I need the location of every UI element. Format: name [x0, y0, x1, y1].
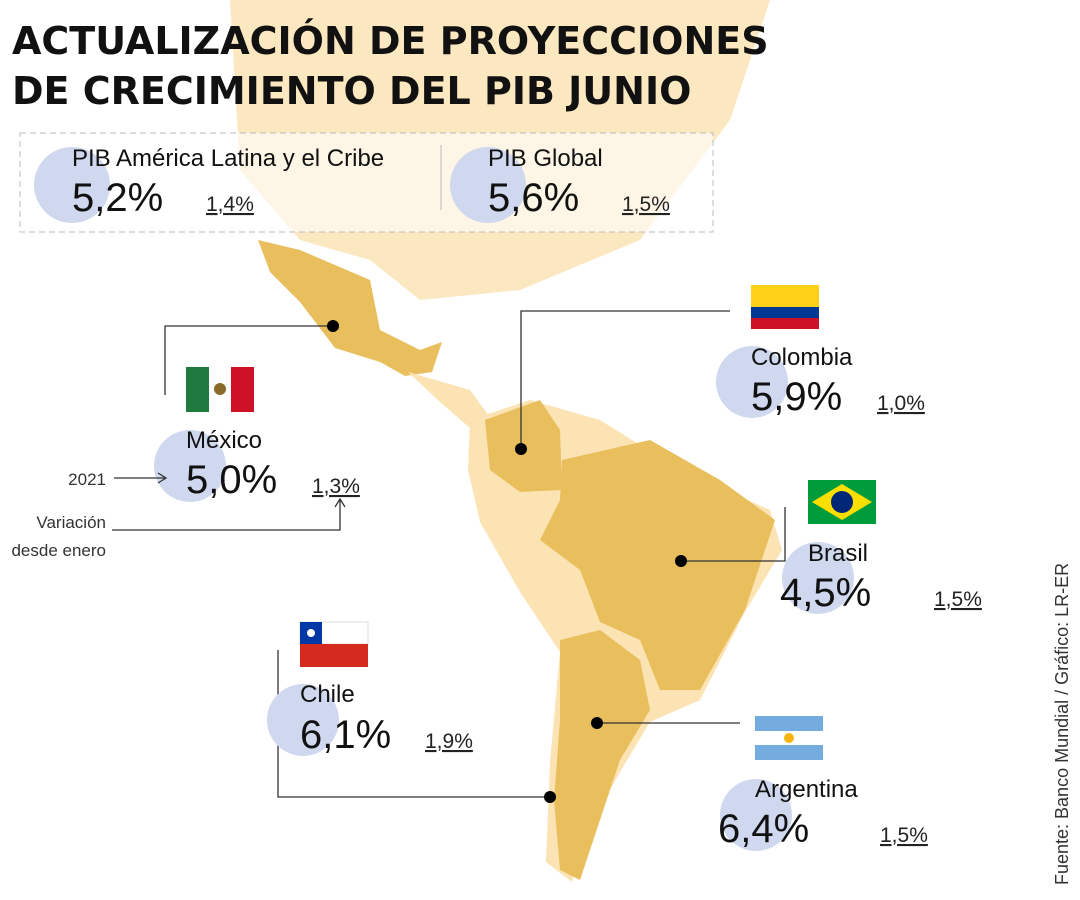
bubble: [34, 147, 110, 223]
bubble: [450, 147, 526, 223]
country-variation: 1,9%: [425, 730, 473, 753]
bubble: [720, 779, 792, 851]
flag: [300, 644, 368, 667]
legend-arrow: [112, 497, 346, 531]
bubble: [716, 346, 788, 418]
country-value: 6,4%: [718, 807, 809, 851]
location-dot: [544, 791, 556, 803]
flag: [784, 733, 794, 743]
flag: [231, 367, 254, 412]
country-variation: 1,5%: [880, 824, 928, 847]
summary-variation: 1,4%: [206, 193, 254, 216]
flag: [751, 307, 819, 318]
country-name: Chile: [300, 681, 355, 708]
flag: [831, 491, 853, 513]
summary-value: 5,6%: [488, 176, 579, 220]
flag: [755, 716, 823, 731]
legend-arrow: [114, 472, 168, 484]
country-name: Brasil: [808, 540, 868, 567]
country-name: Argentina: [755, 776, 858, 803]
location-dot: [515, 443, 527, 455]
flag: [214, 383, 226, 395]
legend-variation: Variación: [36, 513, 106, 532]
leader-line: [520, 310, 730, 449]
leader-line: [681, 507, 786, 562]
bubble: [154, 430, 226, 502]
country-variation: 1,3%: [312, 475, 360, 498]
country-value: 6,1%: [300, 713, 391, 757]
leader-line: [164, 325, 333, 395]
title: DE CRECIMIENTO DEL PIB JUNIO: [12, 69, 691, 113]
summary-variation: 1,5%: [622, 193, 670, 216]
flag: [755, 745, 823, 760]
location-dot: [591, 717, 603, 729]
location-dot: [327, 320, 339, 332]
content: PIB América Latina y el Cribe 5,2% 1,4% PIB…: [34, 145, 982, 851]
country-variation: 1,5%: [934, 588, 982, 611]
summary-value: 5,2%: [72, 176, 163, 220]
location-dot: [675, 555, 687, 567]
flag: [307, 629, 315, 637]
legend-year: 2021: [68, 470, 106, 489]
summary-label: PIB América Latina y el Cribe: [72, 145, 384, 172]
country-value: 5,9%: [751, 375, 842, 419]
country-name: Colombia: [751, 344, 853, 371]
country-name: México: [186, 427, 262, 454]
source: Fuente: Banco Mundial / Gráfico: LR-ER: [1052, 563, 1072, 885]
title: ACTUALIZACIÓN DE PROYECCIONES: [12, 19, 769, 63]
country-variation: 1,0%: [877, 392, 925, 415]
country-value: 5,0%: [186, 458, 277, 502]
summary-label: PIB Global: [488, 145, 603, 172]
flag: [751, 318, 819, 329]
flag: [186, 367, 209, 412]
flag: [751, 285, 819, 307]
country-value: 4,5%: [780, 571, 871, 615]
summary-box: [19, 132, 714, 233]
bubble: [782, 542, 854, 614]
legend-variation: desde enero: [11, 541, 106, 560]
bubble: [267, 684, 339, 756]
